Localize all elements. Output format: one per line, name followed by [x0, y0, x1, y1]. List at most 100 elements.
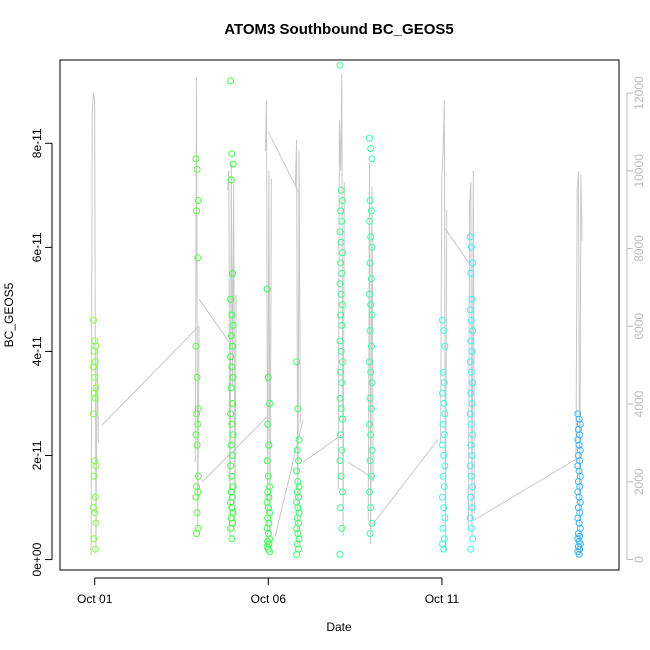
data-point	[366, 290, 373, 298]
data-point	[193, 165, 201, 173]
data-point	[467, 389, 475, 397]
data-point	[336, 228, 344, 236]
altitude-connector-7	[372, 438, 439, 525]
y-tick-label: 8e-11	[30, 128, 44, 158]
data-point	[575, 467, 583, 475]
right-tick-label: 10000	[632, 154, 646, 188]
data-point	[228, 504, 236, 512]
data-point	[440, 504, 448, 512]
data-point	[575, 519, 583, 527]
data-point	[91, 394, 99, 402]
data-point	[469, 259, 477, 267]
data-point	[338, 379, 346, 387]
data-point	[441, 410, 449, 418]
data-point	[336, 61, 344, 69]
data-point	[90, 347, 98, 355]
data-point	[266, 548, 274, 556]
data-point	[263, 285, 271, 293]
y-axis-label: BC_GEOS5	[2, 282, 16, 347]
data-point	[439, 420, 447, 428]
altitude-segment-1	[194, 77, 200, 529]
data-point	[367, 368, 375, 376]
data-point	[338, 321, 346, 329]
data-point	[194, 472, 202, 480]
data-point	[368, 379, 376, 387]
data-point	[467, 420, 475, 428]
altitude-segment-2	[227, 162, 237, 537]
data-point	[193, 373, 201, 381]
right-tick-label: 12000	[632, 76, 646, 110]
data-point	[228, 150, 236, 158]
data-point	[467, 472, 475, 480]
altitude-connector-3	[267, 131, 301, 195]
data-point	[438, 441, 446, 449]
data-point	[193, 530, 200, 538]
data-point	[90, 363, 97, 371]
data-point	[227, 488, 235, 496]
data-point	[294, 530, 302, 538]
y-tick-label: 4e-11	[30, 336, 44, 366]
data-point	[336, 550, 344, 558]
data-point	[366, 259, 374, 267]
altitude-connector-4	[274, 419, 304, 537]
data-point	[366, 420, 373, 428]
data-point	[367, 431, 375, 439]
x-axis-label: Date	[326, 620, 352, 634]
data-point	[367, 233, 375, 241]
data-point	[338, 524, 346, 532]
data-point	[368, 311, 376, 319]
data-point	[440, 379, 448, 387]
data-point	[367, 145, 375, 152]
altitude-connector-5	[302, 434, 342, 463]
y-tick-label: 6e-11	[30, 232, 44, 262]
data-point	[338, 217, 346, 225]
data-point	[337, 207, 345, 215]
altitude-segment-5	[337, 73, 345, 537]
data-point	[467, 524, 475, 532]
data-point	[339, 197, 346, 204]
data-point	[227, 77, 235, 85]
data-point	[91, 337, 99, 345]
data-point	[90, 316, 97, 324]
y-axis: 0e+00 2e-11 4e-11 6e-11 8e-11	[30, 128, 53, 576]
data-point	[336, 337, 344, 345]
data-point	[468, 295, 476, 303]
data-point	[229, 342, 236, 350]
data-point	[228, 472, 236, 480]
data-point	[438, 389, 446, 397]
x-tick-label: Oct 01	[77, 592, 113, 606]
data-point	[368, 446, 376, 454]
data-point	[366, 197, 374, 204]
data-point	[228, 311, 236, 319]
data-point	[469, 379, 477, 387]
data-point	[367, 472, 375, 480]
right-tick-label: 6000	[632, 313, 646, 340]
data-point	[574, 426, 582, 433]
data-point	[264, 488, 272, 496]
data-point	[227, 176, 235, 184]
x-tick-label: Oct 11	[425, 592, 460, 606]
data-point	[466, 233, 474, 241]
data-point	[466, 358, 474, 366]
data-point	[469, 535, 477, 543]
data-point	[229, 373, 237, 381]
data-point	[438, 493, 446, 501]
data-point	[193, 441, 201, 449]
data-point	[227, 295, 235, 303]
data-point	[466, 514, 474, 522]
plot-frame	[59, 59, 620, 571]
data-point	[91, 373, 99, 381]
data-point	[91, 545, 99, 553]
right-tick-label: 8000	[632, 235, 646, 262]
data-point	[575, 493, 583, 501]
data-point	[337, 347, 345, 355]
data-point	[293, 488, 301, 496]
altitude-segment-0	[90, 92, 99, 556]
data-point	[467, 269, 475, 277]
data-point	[91, 457, 99, 465]
data-point	[466, 462, 474, 470]
data-point	[337, 311, 345, 319]
data-point	[293, 540, 301, 548]
y-tick-label: 2e-11	[30, 440, 44, 470]
